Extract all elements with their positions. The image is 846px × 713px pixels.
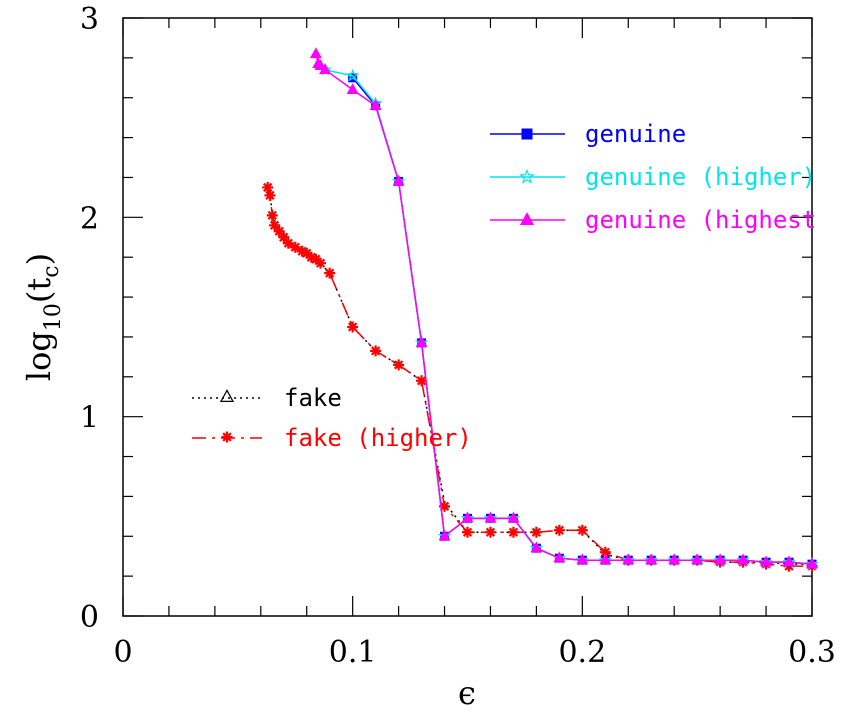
y-tick-label: 1 (80, 401, 99, 436)
data-point (315, 257, 327, 269)
data-point (553, 551, 566, 563)
data-point (347, 321, 359, 333)
legend-label: genuine (highest (585, 206, 816, 234)
data-point (319, 63, 332, 75)
data-point (576, 553, 589, 565)
data-point (530, 541, 543, 553)
legend-entry: genuine (490, 120, 686, 148)
y-axis-title-sub: 10 (41, 303, 66, 331)
y-axis-title: log10(tc) (20, 253, 66, 381)
data-point (599, 553, 612, 565)
data-point (668, 553, 681, 565)
legend: genuine genuine (higher) genuine (highest f… (192, 120, 816, 452)
legend-entry: fake (higher) (192, 424, 472, 452)
legend-label: genuine (585, 120, 686, 148)
y-tick-label: 3 (80, 2, 99, 37)
series-line (269, 191, 812, 565)
data-point (576, 524, 588, 536)
y-axis-title-main: log (20, 331, 58, 381)
series-line (315, 53, 813, 565)
data-point (737, 553, 750, 565)
data-point (530, 526, 542, 538)
data-point (273, 225, 285, 237)
data-point (296, 245, 308, 257)
plot-frame (122, 17, 813, 617)
data-point (269, 219, 281, 231)
legend-entry: genuine (highest (490, 206, 816, 234)
data-point (438, 529, 451, 541)
data-point (393, 359, 405, 371)
data-point (622, 553, 635, 565)
data-point (783, 555, 795, 567)
data-point (806, 557, 818, 569)
data-point (346, 83, 359, 94)
series-layer (262, 47, 819, 572)
legend-label: fake (higher) (284, 424, 472, 452)
data-point (278, 231, 290, 243)
data-point (289, 241, 301, 253)
y-tick-label: 2 (80, 201, 99, 236)
series-line (352, 77, 813, 565)
y-axis-title-arg: (t (20, 278, 58, 303)
legend-label: fake (284, 384, 342, 412)
series-line (266, 187, 812, 567)
data-point (507, 526, 519, 538)
data-point (645, 553, 658, 565)
data-point (282, 237, 294, 249)
series-fake (269, 191, 812, 565)
data-point (369, 99, 382, 110)
data-point (519, 168, 535, 184)
data-point (305, 251, 317, 263)
data-point (521, 128, 533, 140)
data-point (760, 555, 773, 567)
data-point (266, 209, 278, 221)
data-point (264, 189, 276, 201)
data-point (345, 68, 360, 82)
data-point (301, 247, 313, 259)
data-point (439, 500, 451, 512)
data-point (221, 431, 233, 443)
data-point (484, 511, 497, 523)
data-point (370, 345, 382, 357)
y-tick-label: 0 (80, 600, 99, 635)
data-point (262, 181, 274, 193)
legend-label: genuine (higher) (585, 163, 816, 191)
data-point (691, 553, 704, 565)
y-axis-title-close: ) (20, 253, 58, 265)
data-point (461, 511, 474, 523)
data-point (324, 267, 336, 279)
x-axis-title: ϵ (458, 674, 476, 712)
x-tick-label: 0.3 (788, 635, 836, 670)
data-point (392, 174, 405, 186)
data-point (310, 253, 322, 265)
data-point (415, 336, 428, 348)
series-genuine-highest (309, 47, 818, 569)
y-axis-title-arg-sub: c (39, 265, 64, 277)
series-line (324, 69, 813, 565)
x-tick-label: 0 (113, 635, 132, 670)
ticks (122, 17, 813, 617)
legend-entry: fake (192, 384, 342, 412)
data-point (714, 553, 727, 565)
data-point (219, 389, 235, 402)
data-point (519, 212, 535, 225)
series-genuine-higher- (318, 62, 819, 570)
data-point (416, 375, 428, 387)
x-tick-label: 0.1 (329, 635, 377, 670)
x-tick-label: 0.2 (558, 635, 606, 670)
data-point (462, 526, 473, 538)
tick-labels: 0 0.1 0.2 0.3 0 1 2 3 (80, 2, 836, 670)
data-point (507, 511, 520, 523)
data-point (553, 524, 565, 536)
data-point (484, 526, 496, 538)
series-fake-higher- (262, 181, 818, 572)
legend-entry: genuine (higher) (490, 163, 816, 191)
data-point (599, 546, 611, 558)
data-point (309, 47, 322, 59)
